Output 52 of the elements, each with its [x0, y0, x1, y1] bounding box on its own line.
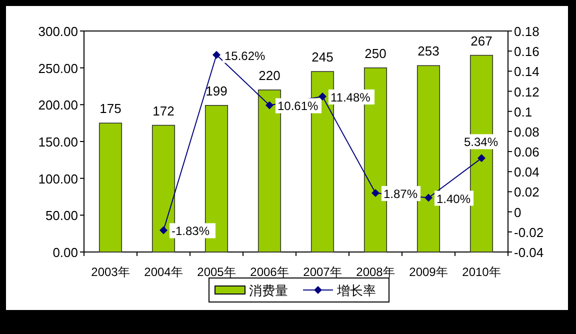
data-label: 10.61%	[278, 99, 319, 114]
point	[372, 189, 380, 198]
y2-tick-label: 0.12	[514, 84, 540, 100]
x-tick-label: 2005年	[197, 265, 236, 279]
point	[212, 50, 220, 59]
data-label: 1.40%	[436, 192, 471, 206]
x-tick-label: 2006年	[250, 265, 289, 279]
y2-tick-label: 0.04	[514, 164, 540, 180]
data-label: 1.87%	[384, 187, 418, 202]
x-tick-label: 2004年	[144, 265, 183, 279]
data-label: 253	[418, 44, 440, 59]
y-tick-label: 150.00	[38, 134, 78, 150]
x-tick-label: 2008年	[356, 265, 395, 279]
x-tick-label: 2003年	[91, 265, 130, 279]
data-label: -1.83%	[172, 224, 210, 238]
x-tick-label: 2009年	[409, 265, 448, 279]
y2-tick-label: 0.06	[514, 144, 540, 160]
legend-label: 增长率	[336, 283, 376, 298]
data-label: 11.48%	[330, 90, 371, 104]
x-tick-label: 2010年	[462, 265, 501, 279]
y-tick-label: 200.00	[38, 98, 78, 113]
point	[478, 154, 486, 162]
data-label: 5.34%	[464, 135, 498, 150]
data-label: 250	[364, 46, 386, 61]
y2-tick-label: -0.02	[514, 224, 544, 240]
y-tick-label: 0.00	[52, 245, 78, 260]
data-label: 175	[100, 101, 122, 116]
y-tick-label: 300.00	[38, 24, 78, 39]
data-label: 15.62%	[224, 48, 266, 63]
data-label: 199	[206, 83, 228, 98]
point	[266, 101, 274, 110]
y2-tick-label: 0.08	[514, 124, 540, 140]
x-tick-label: 2007年	[303, 265, 342, 279]
data-label: 267	[470, 33, 492, 48]
y-tick-label: 250.00	[38, 60, 78, 76]
data-label: 220	[258, 68, 280, 83]
y2-tick-label: -0.04	[514, 245, 544, 260]
legend-label: 消费量	[249, 283, 288, 298]
y-tick-label: 100.00	[38, 171, 78, 186]
y2-tick-label: 0.16	[514, 44, 540, 60]
point	[424, 194, 432, 202]
y2-tick-label: 0.14	[514, 64, 540, 80]
data-label: 172	[152, 103, 174, 118]
data-label: 245	[312, 50, 334, 65]
bar	[98, 122, 122, 252]
point	[318, 92, 326, 100]
point	[160, 226, 168, 234]
y2-tick-label: 0.18	[514, 24, 540, 39]
y2-tick-label: 0.02	[514, 184, 540, 200]
y-tick-label: 50.00	[45, 208, 78, 224]
y2-tick-label: 0.1	[514, 104, 532, 120]
y2-tick-label: 0	[514, 204, 522, 220]
